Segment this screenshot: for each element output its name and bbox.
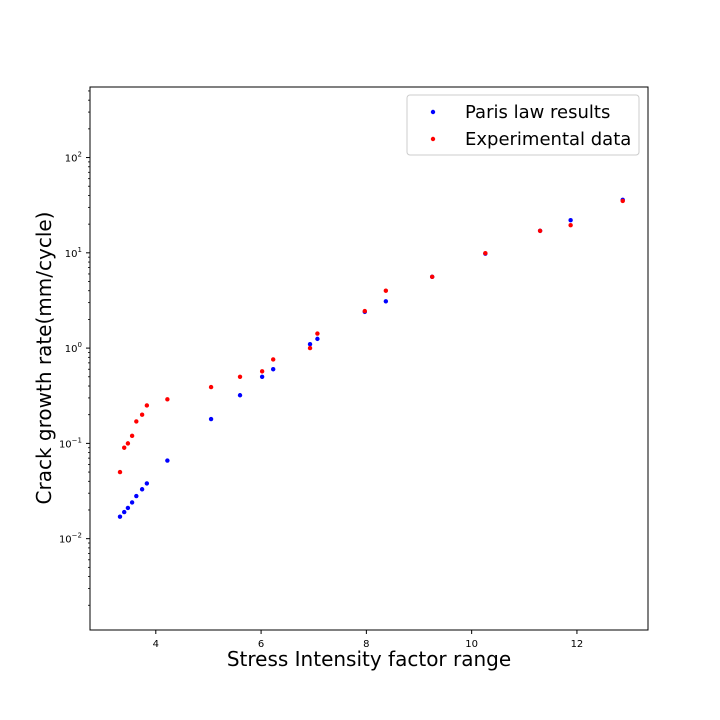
paris-law-point <box>144 481 150 486</box>
legend-marker-paris-law <box>430 109 436 115</box>
experimental-point <box>362 308 367 314</box>
experimental-point <box>537 228 543 234</box>
experimental-point <box>483 251 488 256</box>
paris-law-point <box>139 487 145 492</box>
experimental-point <box>139 412 145 417</box>
y-tick-label: 102 <box>65 151 82 165</box>
paris-law-point <box>122 509 127 515</box>
paris-law-point <box>307 341 313 347</box>
paris-law-point <box>237 393 243 398</box>
x-axis-label: Stress Intensity factor range <box>227 647 511 671</box>
experimental-point <box>259 369 265 374</box>
legend-label-paris-law: Paris law results <box>465 102 610 123</box>
experimental-point <box>134 419 139 424</box>
x-tick-label: 12 <box>571 639 584 650</box>
x-tick-label: 6 <box>258 639 264 650</box>
paris-law-point <box>125 505 131 511</box>
experimental-point <box>125 441 131 446</box>
experimental-point <box>383 288 389 293</box>
x-tick-label: 8 <box>363 639 369 650</box>
experimental-point <box>122 445 127 450</box>
legend-marker-experimental <box>430 136 436 142</box>
paris-law-point <box>270 367 276 372</box>
experimental-point <box>568 222 573 228</box>
paris-law-point <box>129 500 135 505</box>
y-tick-label: 10−1 <box>59 436 82 450</box>
experimental-point <box>620 198 625 204</box>
experimental-point <box>307 345 313 351</box>
experimental-point <box>144 403 150 408</box>
plot-frame <box>89 86 649 631</box>
paris-law-point <box>165 458 170 463</box>
y-tick-label: 100 <box>65 341 82 355</box>
experimental-point <box>270 357 276 362</box>
legend: Paris law results Experimental data <box>406 94 640 156</box>
experimental-point <box>117 469 123 475</box>
paris-law-point <box>315 336 320 342</box>
x-axis-ticks: 4 6 8 10 12 <box>153 630 584 650</box>
data-points <box>117 197 625 519</box>
legend-frame <box>406 94 640 156</box>
y-axis-ticks: 10−2 10−1 100 101 102 <box>59 151 90 546</box>
y-tick-label: 10−2 <box>59 532 82 546</box>
y-tick-label: 101 <box>65 246 82 260</box>
legend-label-experimental: Experimental data <box>465 129 631 150</box>
experimental-point <box>237 374 243 379</box>
experimental-point <box>129 433 135 439</box>
y-axis-label: Crack growth rate(mm/cycle) <box>32 212 56 505</box>
paris-law-point <box>117 514 123 519</box>
plot-area-background <box>90 87 648 630</box>
x-tick-label: 4 <box>153 639 159 650</box>
paris-law-point <box>568 217 573 223</box>
experimental-point <box>315 331 320 336</box>
paris-law-point <box>134 493 139 499</box>
experimental-point <box>165 397 170 402</box>
experimental-point <box>208 384 214 390</box>
experimental-point <box>429 274 435 280</box>
x-tick-label: 10 <box>465 639 478 650</box>
paris-law-point <box>208 416 214 422</box>
paris-law-point <box>259 374 265 379</box>
paris-law-point <box>383 299 389 304</box>
